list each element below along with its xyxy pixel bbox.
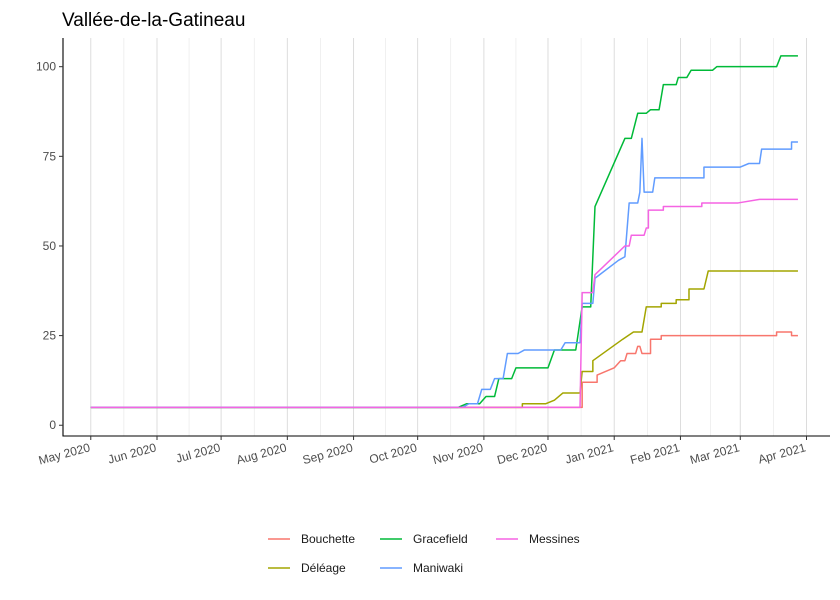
x-tick-label: Feb 2021 xyxy=(629,440,682,467)
x-tick-label: Apr 2021 xyxy=(757,440,808,466)
series-layer xyxy=(90,55,798,409)
series-line-bouchette xyxy=(90,331,798,409)
y-tick-label: 50 xyxy=(43,239,57,253)
legend: Bouchette Déléage Gracefield Maniwaki Messin… xyxy=(268,532,580,575)
x-tick-label: Dec 2020 xyxy=(496,440,550,467)
x-tick-label: Oct 2020 xyxy=(368,440,419,466)
x-tick-label: Mar 2021 xyxy=(688,440,741,467)
series-line-maniwaki xyxy=(90,137,798,409)
x-tick-label: Jan 2021 xyxy=(564,440,616,466)
y-tick-label: 100 xyxy=(36,60,56,74)
axes-layer: 0 25 50 75 100 May 2020 Jun 2020 Jul 2020 Aug 20… xyxy=(36,38,830,468)
y-tick-label: 0 xyxy=(49,418,56,432)
series-line-messines xyxy=(90,198,798,409)
x-tick-label: Jun 2020 xyxy=(106,440,158,466)
series-line-déléage xyxy=(90,270,798,409)
x-tick-label: Sep 2020 xyxy=(301,440,355,467)
y-tick-label: 25 xyxy=(43,329,57,343)
legend-label-gracefield: Gracefield xyxy=(413,532,468,546)
grid-layer xyxy=(90,38,807,436)
series-line-gracefield xyxy=(90,55,798,409)
legend-label-bouchette: Bouchette xyxy=(301,532,355,546)
legend-label-messines: Messines xyxy=(529,532,580,546)
chart-title: Vallée-de-la-Gatineau xyxy=(62,10,245,31)
x-tick-label: May 2020 xyxy=(37,440,92,467)
y-tick-label: 75 xyxy=(43,149,57,163)
legend-label-maniwaki: Maniwaki xyxy=(413,561,463,575)
x-tick-label: Aug 2020 xyxy=(235,440,289,467)
legend-label-déléage: Déléage xyxy=(301,561,346,575)
x-tick-label: Nov 2020 xyxy=(431,440,485,467)
x-tick-label: Jul 2020 xyxy=(174,440,222,465)
